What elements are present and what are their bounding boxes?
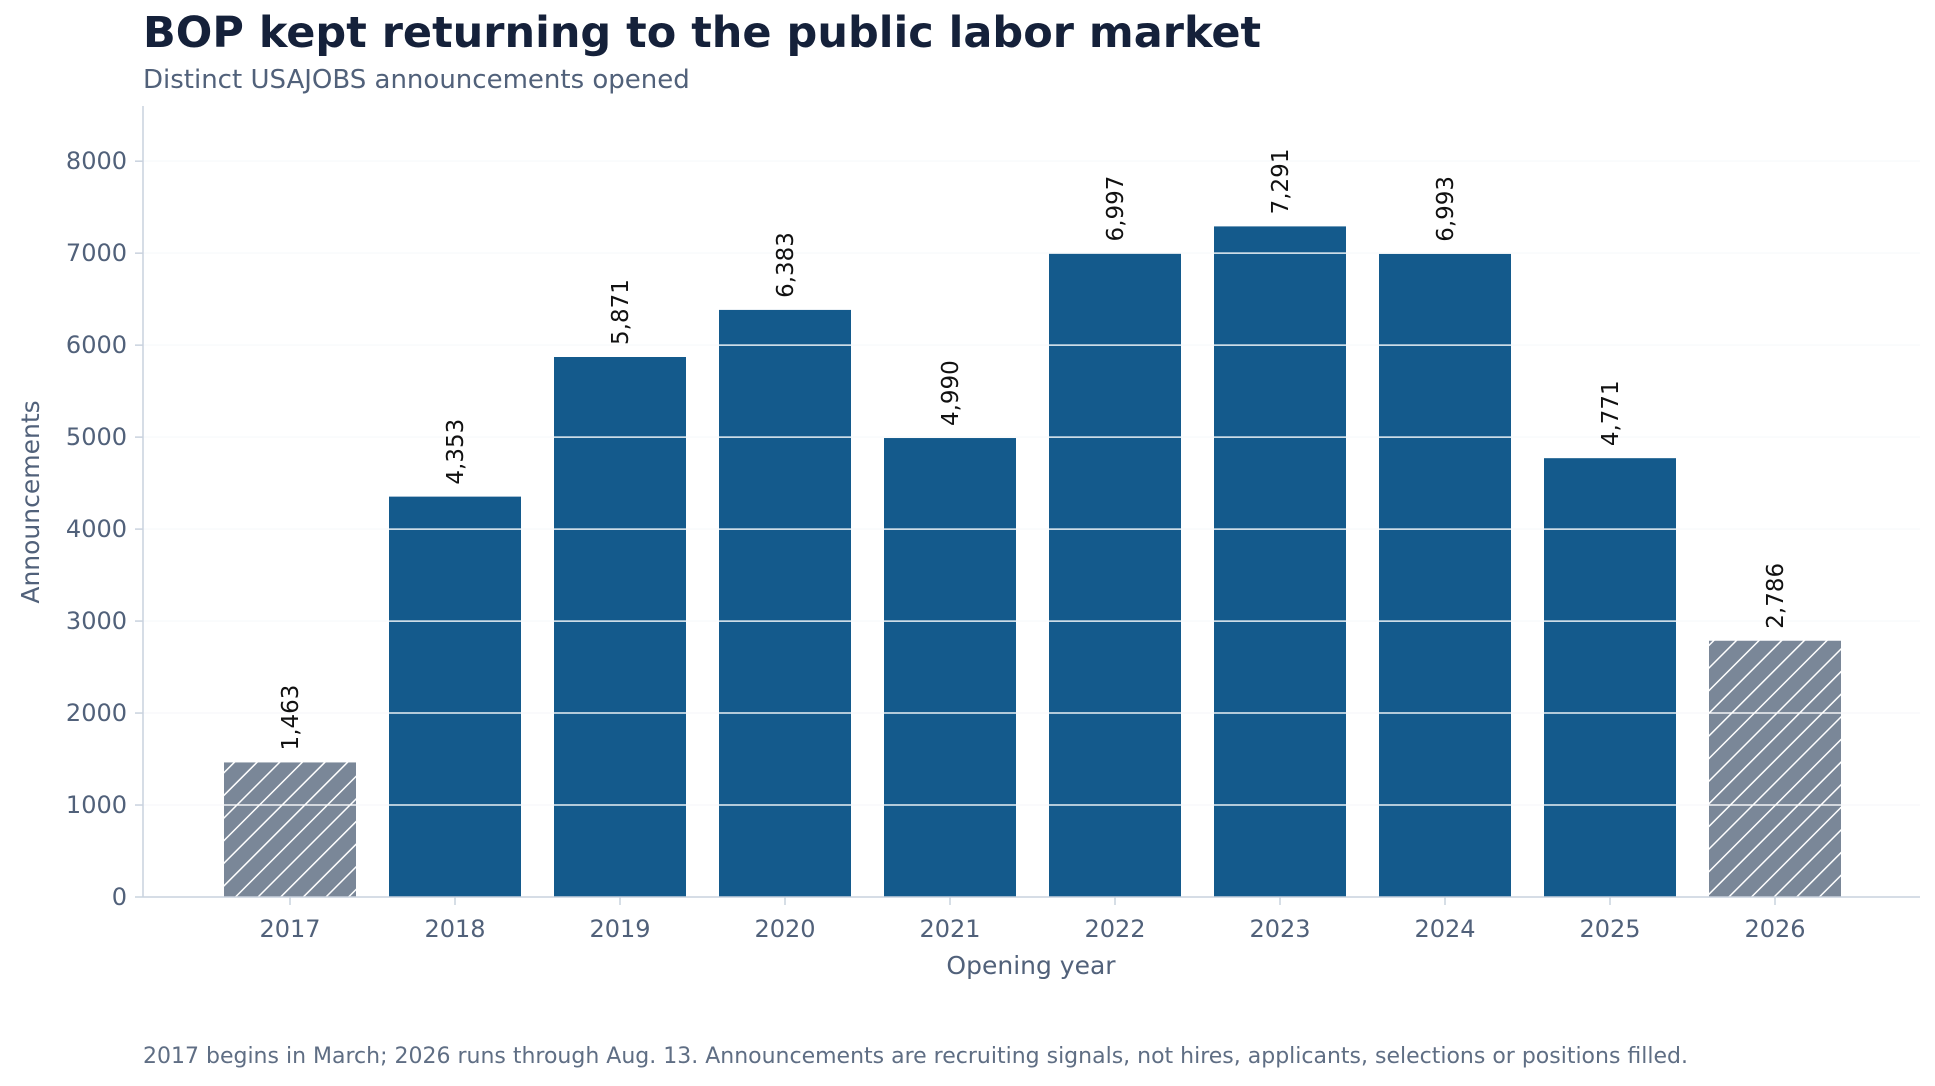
bar [224,762,356,897]
x-tick-labels: 2017 2018 2019 2020 2021 2022 2023 2024 2025 2026 [259,897,1806,943]
x-tick-label: 2021 [919,915,980,943]
x-tick-label: 2017 [259,915,320,943]
data-label: 5,871 [608,279,634,345]
bar [1709,640,1841,897]
bar [1049,253,1181,897]
bar [1544,458,1676,897]
bar [554,357,686,898]
bar [884,438,1016,897]
data-label: 4,771 [1598,380,1624,446]
y-tick-label: 2000 [66,699,127,727]
bar [719,309,851,897]
data-label: 1,463 [278,685,304,751]
x-tick-label: 2018 [424,915,485,943]
x-tick-label: 2019 [589,915,650,943]
y-axis-title: Announcements [16,400,45,603]
data-labels: 1,463 4,353 5,871 6,383 4,990 6,997 7,291 6,993… [278,149,1789,751]
y-tick-label: 0 [112,883,127,911]
bars [224,226,1841,898]
data-label: 6,383 [773,232,799,298]
bar-overlay-gridlines [143,160,1920,806]
axes [142,106,1920,898]
y-tick-label: 7000 [66,239,127,267]
data-label: 6,993 [1433,176,1459,242]
chart-footnote: 2017 begins in March; 2026 runs through … [143,1044,1688,1069]
data-label: 7,291 [1268,149,1294,215]
data-label: 6,997 [1103,176,1129,242]
y-tick-label: 1000 [66,791,127,819]
bar [389,496,521,897]
y-tick-label: 8000 [66,147,127,175]
x-tick-label: 2023 [1249,915,1310,943]
x-tick-label: 2022 [1084,915,1145,943]
y-tick-labels: 0 1000 2000 3000 4000 5000 6000 7000 8000 [66,147,143,911]
y-tick-label: 3000 [66,607,127,635]
chart-title: BOP kept returning to the public labor m… [143,8,1262,58]
x-axis-title: Opening year [946,951,1116,980]
y-tick-label: 4000 [66,515,127,543]
data-label: 2,786 [1763,563,1789,629]
chart-subtitle: Distinct USAJOBS announcements opened [143,65,690,95]
x-tick-label: 2020 [754,915,815,943]
y-tick-label: 5000 [66,423,127,451]
x-tick-label: 2026 [1744,915,1805,943]
bar [1214,226,1346,897]
data-label: 4,353 [443,419,469,485]
x-tick-label: 2025 [1579,915,1640,943]
x-tick-label: 2024 [1414,915,1475,943]
bar [1379,253,1511,897]
data-label: 4,990 [938,360,964,426]
y-tick-label: 6000 [66,331,127,359]
